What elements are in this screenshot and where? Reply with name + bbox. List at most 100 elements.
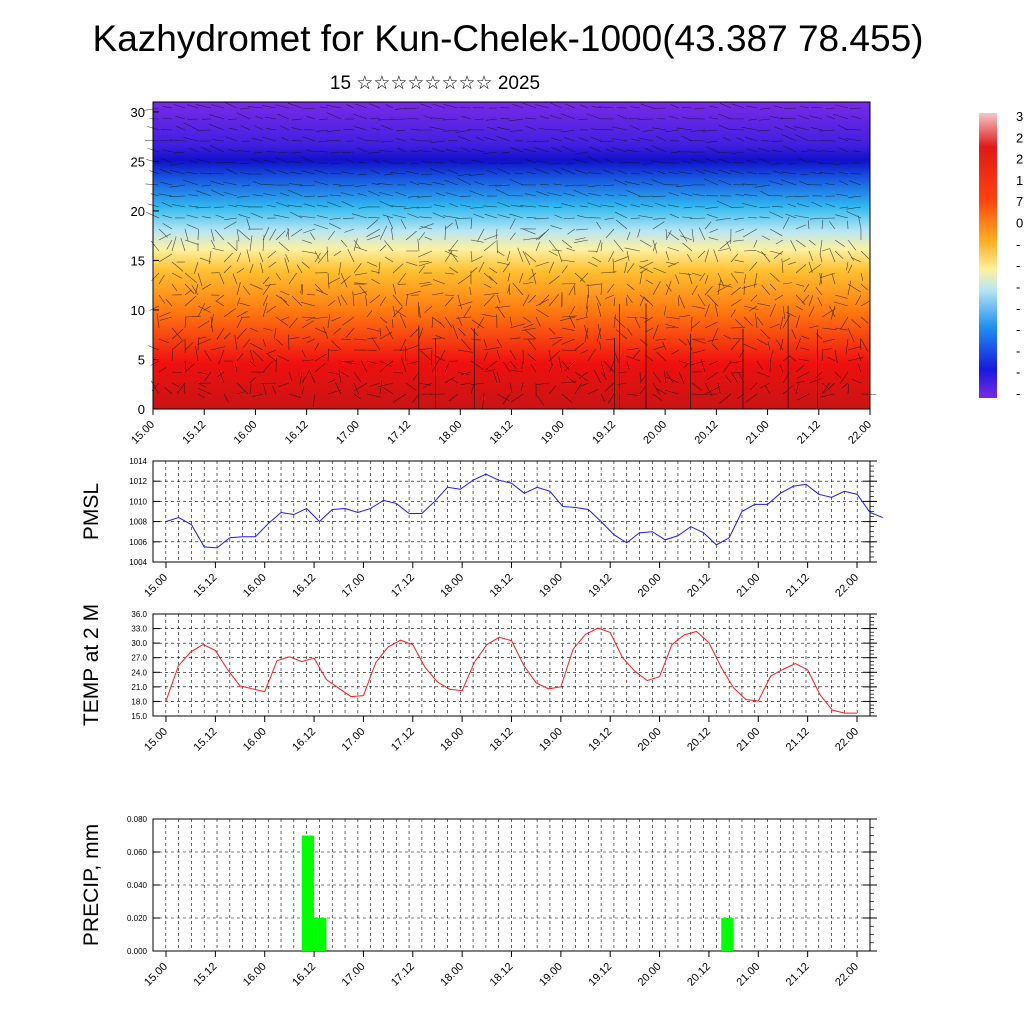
wind-barb [587,388,599,395]
cs-xtick-label: 16.00 [232,419,260,447]
wind-barb [354,282,368,285]
wind-barb [405,230,417,241]
wind-barb [548,363,554,373]
wind-barb [711,343,719,351]
wind-barb [327,129,342,133]
wind-barb [189,160,199,164]
wind-barb [470,256,483,263]
wind-barb [521,360,524,370]
wind-barb [510,393,524,403]
wind-barb [709,117,719,120]
wind-barb [745,105,758,109]
wind-barb [614,202,628,208]
wind-barb [665,230,672,241]
wind-barb [323,326,329,340]
cs-xtick-label: 19.12 [590,419,618,447]
wind-barb [417,195,433,198]
wind-barb [847,239,857,251]
wind-barb [848,195,862,198]
wind-barb [678,294,686,309]
wind-barb [625,149,641,153]
wind-barb [160,181,173,186]
precip-xtick-label: 21.00 [734,961,762,989]
wind-barb [234,334,238,351]
wind-barb [403,206,420,210]
wind-barb [198,388,212,395]
wind-barb [664,389,680,395]
wind-barb [823,382,836,393]
wind-barb [483,292,499,296]
wind-barb [638,137,654,142]
wind-barb [353,126,368,131]
wind-barb [197,337,200,351]
wind-barb [760,329,771,340]
wind-barb [602,184,615,186]
wind-barb [645,279,654,285]
wind-barb [525,117,537,120]
wind-barb [366,337,377,340]
wind-barb [787,162,797,165]
wind-barb [158,338,169,343]
wind-barb [196,190,212,197]
wind-barb [798,115,810,120]
wind-barb [757,303,771,307]
wind-barb [808,378,822,384]
wind-barb [639,294,649,303]
wind-barb [775,239,784,245]
wind-barb [801,294,810,304]
wind-barb [380,125,394,131]
wind-barb [525,125,537,131]
wind-barb [634,317,641,329]
wind-barb [354,272,368,276]
wind-barb [626,327,633,336]
wind-barb [365,295,368,307]
temp-xtick-label: 15.00 [142,726,170,754]
wind-barb [343,128,355,131]
wind-barb [670,104,680,109]
wind-barb [211,104,225,109]
wind-barb [782,305,786,319]
wind-barb [379,244,387,252]
wind-barb [859,338,862,351]
wind-barb [197,382,206,388]
wind-barb [314,327,328,334]
wind-barb [447,169,459,175]
wind-barb [595,295,602,307]
wind-barb [669,213,680,219]
wind-barb [384,256,394,263]
wind-barb [337,296,342,307]
wind-barb [366,349,377,351]
pmsl-xtick-label: 19.12 [586,572,614,600]
wind-barb [287,102,303,109]
wind-barb [809,115,823,120]
wind-barb [667,247,680,252]
wind-barb [276,202,290,208]
wind-barb [850,257,862,263]
wind-barb [392,283,397,295]
wind-barb [145,211,160,219]
wind-barb [471,319,485,329]
wind-barb [354,184,368,188]
wind-barb [327,299,336,307]
wind-barb [534,217,550,220]
wind-barb [860,300,871,307]
wind-barb [486,169,498,175]
wind-barb [366,228,381,238]
wind-barb [782,216,790,230]
wind-barb [820,393,836,398]
wind-barb [522,281,534,285]
wind-barb [299,184,316,187]
wind-barb [395,191,407,197]
wind-barb [666,376,680,384]
wind-barb [301,250,317,254]
wind-barb [815,286,823,296]
wind-barb [301,320,315,329]
wind-barb [709,228,719,233]
wind-barb [833,301,849,307]
wind-barb [509,218,516,230]
wind-barb [769,272,780,282]
wind-barb [651,145,667,153]
wind-barb [691,285,698,296]
wind-barb [372,159,381,164]
